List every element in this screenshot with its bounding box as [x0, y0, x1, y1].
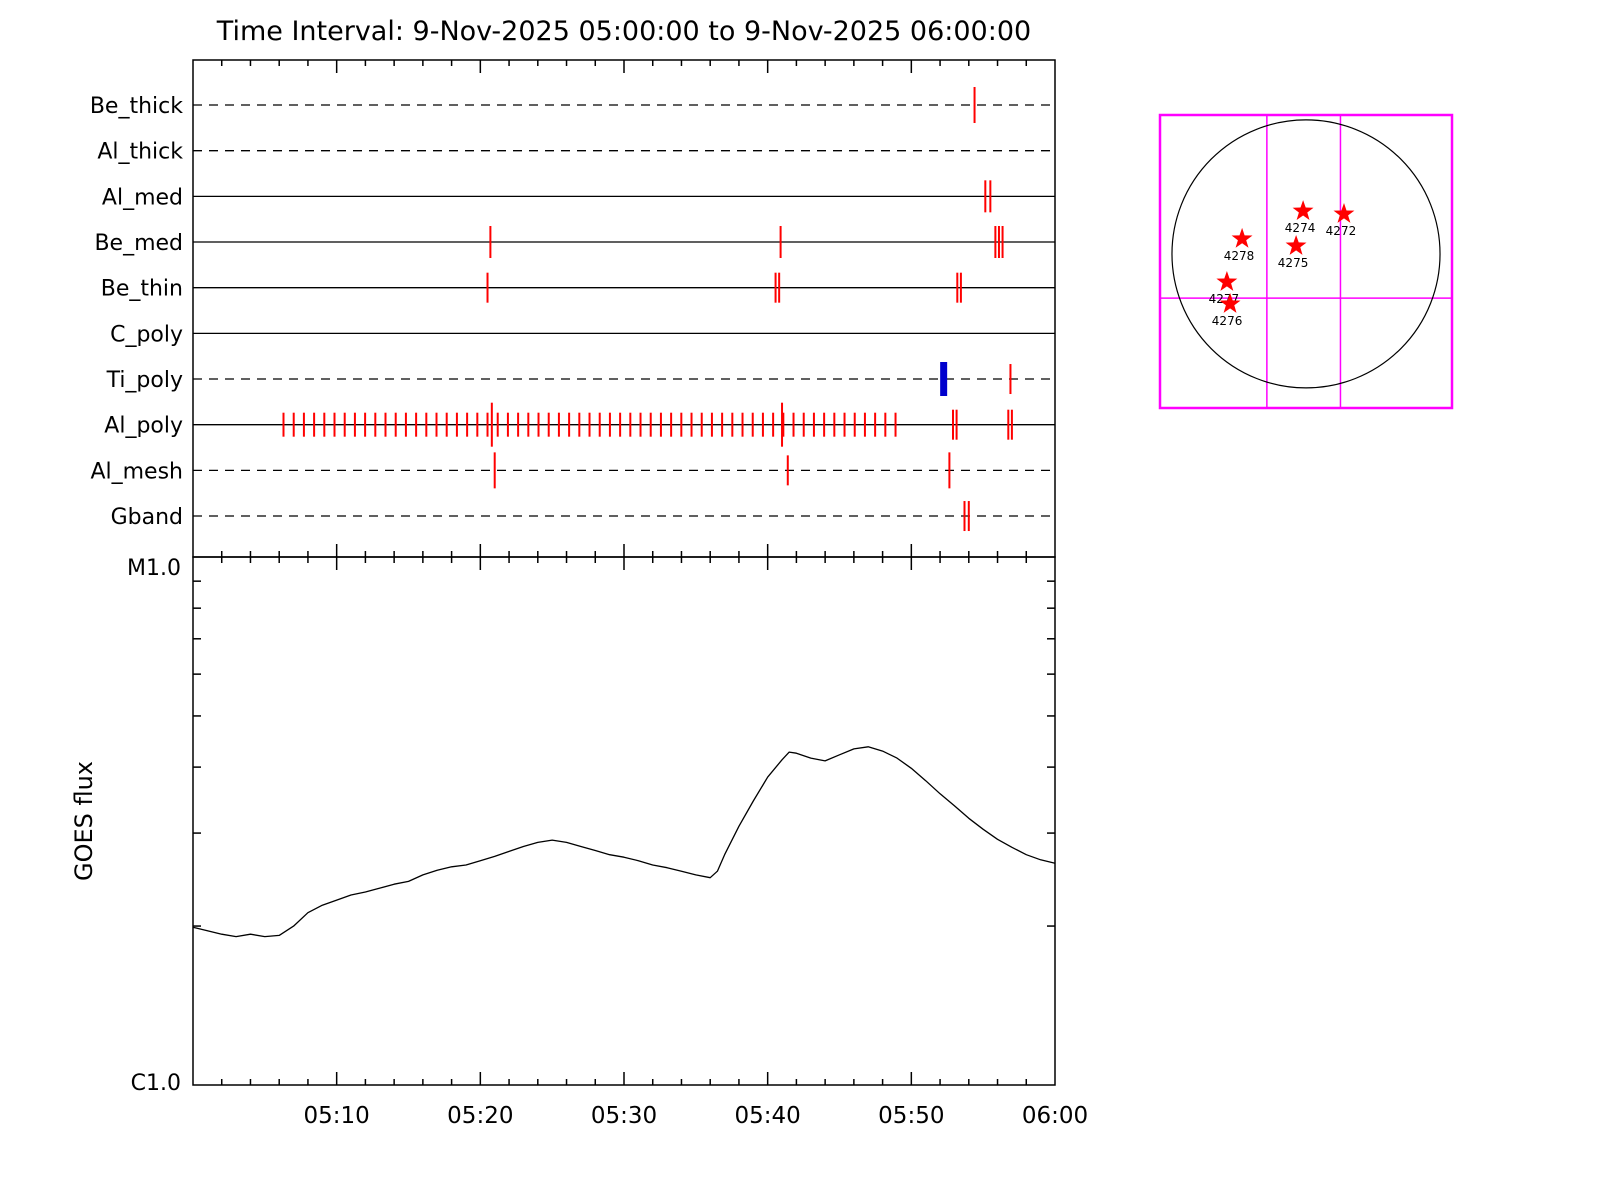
x-axis-label: 06:00 [1022, 1103, 1088, 1129]
x-axis-label: 05:30 [591, 1103, 657, 1129]
y-axis-title: GOES flux [70, 761, 98, 881]
active-region-star [1231, 227, 1253, 248]
active-region-star [1333, 203, 1355, 223]
map-border [1158, 113, 1454, 410]
x-axis-label: 05:20 [447, 1103, 513, 1129]
filter-row-label: Al_med [102, 185, 183, 210]
y-axis-top-label: M1.0 [127, 556, 181, 581]
x-axis-label: 05:50 [878, 1103, 944, 1129]
filter-row-label: Be_thick [90, 94, 183, 119]
filter-row-label: Be_thin [101, 277, 183, 302]
x-axis-label: 05:40 [735, 1103, 801, 1129]
filter-row-label: Be_med [94, 231, 183, 256]
filter-row-label: Al_poly [104, 414, 183, 439]
goes-panel-border [192, 556, 1056, 1086]
active-region-label: 4272 [1326, 224, 1357, 238]
active-region-label: 4275 [1278, 256, 1309, 270]
x-axis-label: 05:10 [304, 1103, 370, 1129]
active-region-label: 4276 [1212, 314, 1243, 328]
page-title: Time Interval: 9-Nov-2025 05:00:00 to 9-… [216, 16, 1031, 47]
y-axis-bottom-label: C1.0 [131, 1071, 181, 1096]
active-region-star [1219, 293, 1241, 313]
active-region-label: 4278 [1224, 249, 1255, 263]
active-region-star [1216, 271, 1238, 291]
active-region-star [1285, 235, 1307, 255]
filter-timeline-panel: Be_thick Al_thick Al_med Be_med Be_thin C_pol… [90, 59, 1056, 558]
goes-flux-panel: 05:10 05:20 05:30 05:40 05:50 06:00 M1.0 C1.0 GO… [70, 556, 1088, 1129]
filter-row-label: Gband [111, 505, 183, 530]
active-region-label: 4274 [1285, 221, 1316, 235]
filter-row-label: C_poly [110, 322, 183, 347]
filter-row-label: Al_thick [97, 140, 183, 165]
timeline-panel-border [192, 59, 1056, 558]
active-region-star [1292, 200, 1314, 220]
solar-limb-circle [1171, 119, 1441, 389]
filter-row-label: Al_mesh [90, 459, 183, 484]
goes-flux-curve [192, 746, 1056, 938]
filter-row-label: Ti_poly [106, 368, 183, 393]
